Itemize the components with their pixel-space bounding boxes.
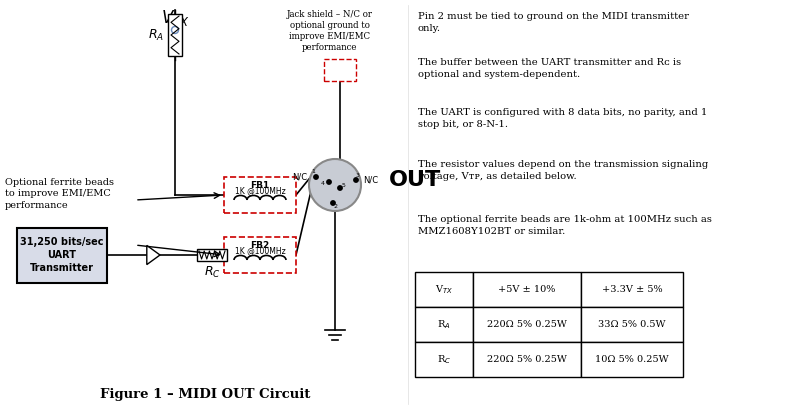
- Text: $V_{TX}$: $V_{TX}$: [161, 8, 190, 28]
- Text: The resistor values depend on the transmission signaling
voltage, Vᴛᴘ, as detail: The resistor values depend on the transm…: [418, 160, 708, 181]
- Text: R$_A$: R$_A$: [437, 318, 451, 331]
- Text: 4: 4: [321, 181, 325, 186]
- Circle shape: [309, 159, 361, 211]
- FancyBboxPatch shape: [224, 237, 296, 273]
- FancyBboxPatch shape: [324, 59, 356, 81]
- FancyBboxPatch shape: [415, 342, 473, 377]
- Text: Jack shield – N/C or
optional ground to
improve EMI/EMC
performance: Jack shield – N/C or optional ground to …: [287, 10, 373, 52]
- Text: 220Ω 5% 0.25W: 220Ω 5% 0.25W: [487, 355, 567, 364]
- Text: 1K @100MHz: 1K @100MHz: [234, 187, 286, 196]
- FancyBboxPatch shape: [473, 307, 581, 342]
- FancyBboxPatch shape: [581, 272, 683, 307]
- FancyBboxPatch shape: [17, 227, 107, 283]
- FancyBboxPatch shape: [415, 307, 473, 342]
- Text: N/C: N/C: [292, 173, 307, 182]
- FancyBboxPatch shape: [415, 272, 473, 307]
- Circle shape: [327, 180, 331, 184]
- Text: Pin 2 must be tied to ground on the MIDI transmitter
only.: Pin 2 must be tied to ground on the MIDI…: [418, 12, 689, 33]
- Text: +3.3V ± 5%: +3.3V ± 5%: [602, 285, 662, 294]
- Text: 5: 5: [341, 183, 345, 188]
- Text: The buffer between the UART transmitter and Rᴄ is
optional and system-dependent.: The buffer between the UART transmitter …: [418, 58, 681, 79]
- Text: 33Ω 5% 0.5W: 33Ω 5% 0.5W: [598, 320, 666, 329]
- Text: 2: 2: [334, 204, 338, 209]
- Text: The optional ferrite beads are 1k-ohm at 100MHz such as
MMZ1608Y102BT or similar: The optional ferrite beads are 1k-ohm at…: [418, 215, 712, 236]
- Text: The UART is configured with 8 data bits, no parity, and 1
stop bit, or 8-N-1.: The UART is configured with 8 data bits,…: [418, 108, 707, 129]
- Polygon shape: [147, 245, 160, 265]
- FancyBboxPatch shape: [581, 307, 683, 342]
- Text: 3: 3: [356, 173, 360, 178]
- Text: 220Ω 5% 0.25W: 220Ω 5% 0.25W: [487, 320, 567, 329]
- Circle shape: [314, 175, 318, 179]
- Text: Optional ferrite beads
to improve EMI/EMC
performance: Optional ferrite beads to improve EMI/EM…: [5, 178, 114, 210]
- Text: 10Ω 5% 0.25W: 10Ω 5% 0.25W: [595, 355, 669, 364]
- Text: 1: 1: [311, 169, 315, 174]
- Circle shape: [331, 201, 335, 205]
- FancyBboxPatch shape: [224, 177, 296, 213]
- Text: 1K @100MHz: 1K @100MHz: [234, 247, 286, 256]
- FancyBboxPatch shape: [168, 14, 182, 56]
- Text: +5V ± 10%: +5V ± 10%: [498, 285, 556, 294]
- Circle shape: [354, 178, 358, 182]
- FancyBboxPatch shape: [581, 342, 683, 377]
- Text: $R_A$: $R_A$: [148, 27, 164, 43]
- Text: FB1: FB1: [250, 180, 270, 189]
- Text: 31,250 bits/sec
UART
Transmitter: 31,250 bits/sec UART Transmitter: [20, 237, 104, 273]
- Circle shape: [338, 186, 342, 190]
- Text: Figure 1 – MIDI OUT Circuit: Figure 1 – MIDI OUT Circuit: [100, 388, 310, 401]
- FancyBboxPatch shape: [473, 272, 581, 307]
- Circle shape: [171, 27, 178, 34]
- Text: N/C: N/C: [363, 175, 378, 184]
- FancyBboxPatch shape: [473, 342, 581, 377]
- FancyBboxPatch shape: [197, 249, 227, 261]
- Text: $R_C$: $R_C$: [204, 265, 220, 280]
- Text: R$_C$: R$_C$: [437, 353, 451, 366]
- Text: V$_{TX}$: V$_{TX}$: [435, 283, 453, 296]
- Text: FB2: FB2: [250, 240, 270, 249]
- Text: OUT: OUT: [389, 170, 442, 190]
